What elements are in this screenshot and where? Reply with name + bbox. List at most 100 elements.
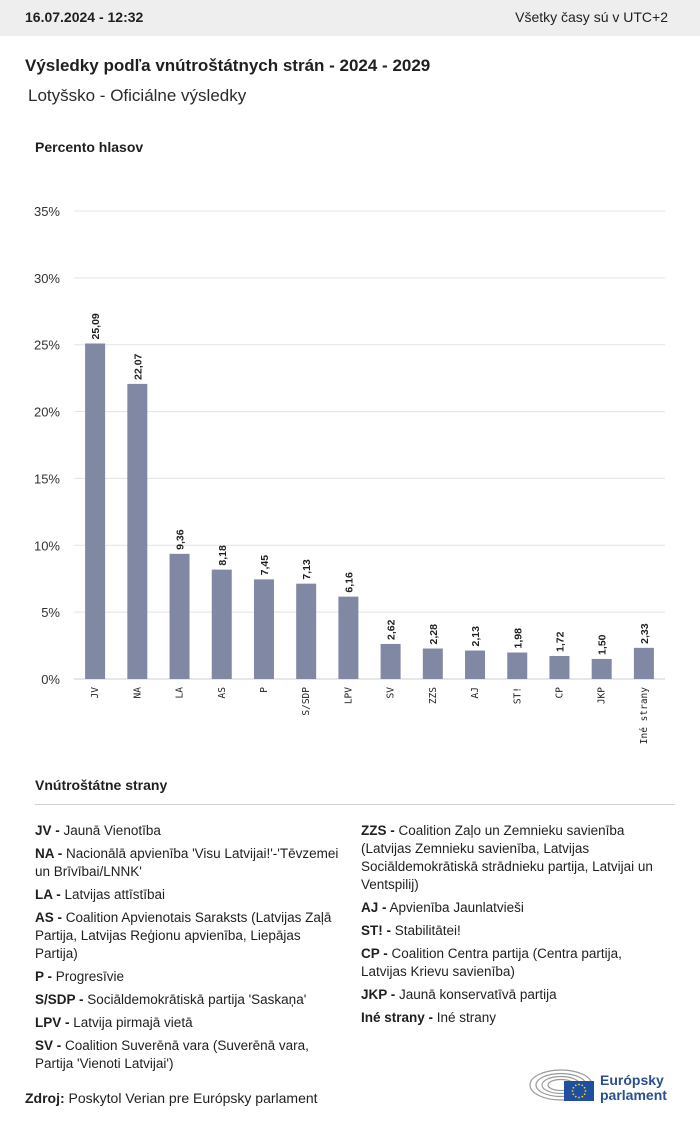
bar	[422, 648, 443, 679]
logo-line-1: Európsky	[600, 1072, 664, 1088]
flag-star	[581, 1084, 584, 1087]
x-tick-label: JKP	[597, 687, 608, 704]
legend-abbreviation: ZZS -	[361, 823, 395, 838]
bar	[507, 652, 528, 679]
x-tick-label: ZZS	[428, 687, 439, 704]
y-tick-label: 0%	[41, 672, 60, 687]
legend-party-name: Nacionālā apvienība 'Visu Latvijai!'-'Tē…	[35, 846, 339, 879]
legend-party-name: Coalition Centra partija (Centra partija…	[361, 946, 622, 979]
x-tick-label: S/SDP	[301, 687, 312, 716]
value-label: 2,13	[470, 626, 482, 647]
legend-party-name: Latvija pirmajā vietā	[69, 1015, 193, 1030]
legend-party-name: Iné strany	[433, 1010, 497, 1025]
y-tick-label: 25%	[34, 338, 60, 353]
legend-abbreviation: LPV -	[35, 1015, 70, 1030]
bar	[211, 569, 232, 679]
y-tick-label: 35%	[34, 204, 60, 219]
bar	[633, 647, 654, 679]
parliament-emblem-icon	[529, 1069, 594, 1101]
legend-item: S/SDP - Sociāldemokrātiskā partija 'Sask…	[35, 991, 340, 1009]
x-tick-label: Iné strany	[639, 687, 650, 744]
legend-item: CP - Coalition Centra partija (Centra pa…	[361, 945, 671, 981]
page-subtitle: Lotyšsko - Oficiálne výsledky	[28, 86, 247, 105]
legend-party-name: Coalition Zaļo un Zemnieku savienība (La…	[361, 823, 653, 892]
y-tick-label: 15%	[34, 471, 60, 486]
legend-abbreviation: ST! -	[361, 923, 391, 938]
x-tick-label: AJ	[470, 687, 481, 698]
x-tick-label: NA	[132, 687, 143, 699]
legend-item: ST! - Stabilitātei!	[361, 922, 671, 940]
value-label: 1,50	[597, 634, 609, 655]
value-label: 2,33	[639, 623, 651, 644]
flag-star	[583, 1086, 586, 1089]
legend-column-right: ZZS - Coalition Zaļo un Zemnieku savienī…	[361, 822, 671, 1032]
flag-star	[583, 1093, 586, 1096]
legend-abbreviation: LA -	[35, 887, 61, 902]
flag-star	[584, 1090, 587, 1092]
bar	[85, 343, 106, 679]
logo-line-2: parlament	[600, 1087, 667, 1103]
bar	[296, 583, 317, 679]
legend-item: AJ - Apvienība Jaunlatvieši	[361, 899, 671, 917]
legend-party-name: Sociāldemokrātiskā partija 'Saskaņa'	[83, 992, 307, 1007]
y-axis-label: Percento hlasov	[35, 139, 144, 155]
legend-abbreviation: CP -	[361, 946, 388, 961]
value-label: 8,18	[217, 545, 229, 566]
flag-star	[581, 1095, 584, 1098]
value-label: 22,07	[132, 353, 144, 379]
source-note: Zdroj: Poskytol Verian pre Európsky parl…	[25, 1090, 318, 1106]
legend-abbreviation: Iné strany -	[361, 1010, 434, 1025]
bar	[380, 643, 401, 679]
legend-abbreviation: NA -	[35, 846, 63, 861]
legend-party-name: Jaunā konservatīvā partija	[395, 987, 557, 1002]
x-tick-label: P	[259, 687, 270, 693]
bar	[169, 553, 190, 679]
value-label: 1,72	[554, 631, 566, 652]
legend-item: Iné strany - Iné strany	[361, 1009, 671, 1027]
legend-abbreviation: S/SDP -	[35, 992, 84, 1007]
legend-item: P - Progresīvie	[35, 968, 340, 986]
y-tick-label: 20%	[34, 405, 60, 420]
bar	[549, 656, 570, 679]
value-label: 2,28	[428, 624, 440, 645]
legend-item: LPV - Latvija pirmajā vietā	[35, 1014, 340, 1032]
bar	[465, 650, 486, 679]
legend-abbreviation: JV -	[35, 823, 60, 838]
legend-party-name: Coalition Apvienotais Saraksts (Latvijas…	[35, 910, 332, 961]
legend-title: Vnútroštátne strany	[35, 777, 168, 793]
legend-abbreviation: SV -	[35, 1038, 62, 1053]
legend-item: ZZS - Coalition Zaļo un Zemnieku savienī…	[361, 822, 671, 894]
legend-item: NA - Nacionālā apvienība 'Visu Latvijai!…	[35, 845, 340, 881]
european-parliament-logo: Európsky parlament	[528, 1065, 678, 1105]
value-label: 1,98	[512, 628, 524, 649]
flag-star	[574, 1084, 577, 1087]
x-tick-label: LA	[175, 687, 186, 699]
source-label: Zdroj:	[25, 1090, 65, 1106]
x-tick-label: AS	[217, 687, 228, 699]
x-tick-label: CP	[554, 687, 565, 699]
legend-party-name: Apvienība Jaunlatvieši	[386, 900, 524, 915]
value-label: 6,16	[343, 572, 355, 593]
x-tick-label: JV	[90, 687, 101, 699]
legend-item: SV - Coalition Suverēnā vara (Suverēnā v…	[35, 1037, 340, 1073]
value-label: 25,09	[90, 313, 102, 339]
value-label: 9,36	[175, 529, 187, 550]
bar	[127, 383, 148, 679]
y-tick-label: 5%	[41, 605, 60, 620]
legend-item: LA - Latvijas attīstībai	[35, 886, 340, 904]
flag-star	[572, 1093, 575, 1096]
flag-star	[571, 1090, 574, 1092]
legend-abbreviation: P -	[35, 969, 53, 984]
legend-party-name: Coalition Suverēnā vara (Suverēnā vara, …	[35, 1038, 309, 1071]
timezone-note: Všetky časy sú v UTC+2	[515, 9, 668, 25]
legend-abbreviation: AJ -	[361, 900, 387, 915]
legend-item: JV - Jaunā Vienotība	[35, 822, 340, 840]
flag-star	[574, 1095, 577, 1098]
value-label: 7,45	[259, 555, 271, 576]
bar	[253, 579, 274, 679]
x-tick-label: SV	[386, 687, 397, 699]
flag-star	[572, 1086, 575, 1089]
legend-item: JKP - Jaunā konservatīvā partija	[361, 986, 671, 1004]
bar	[338, 596, 359, 679]
flag-star	[578, 1096, 580, 1099]
